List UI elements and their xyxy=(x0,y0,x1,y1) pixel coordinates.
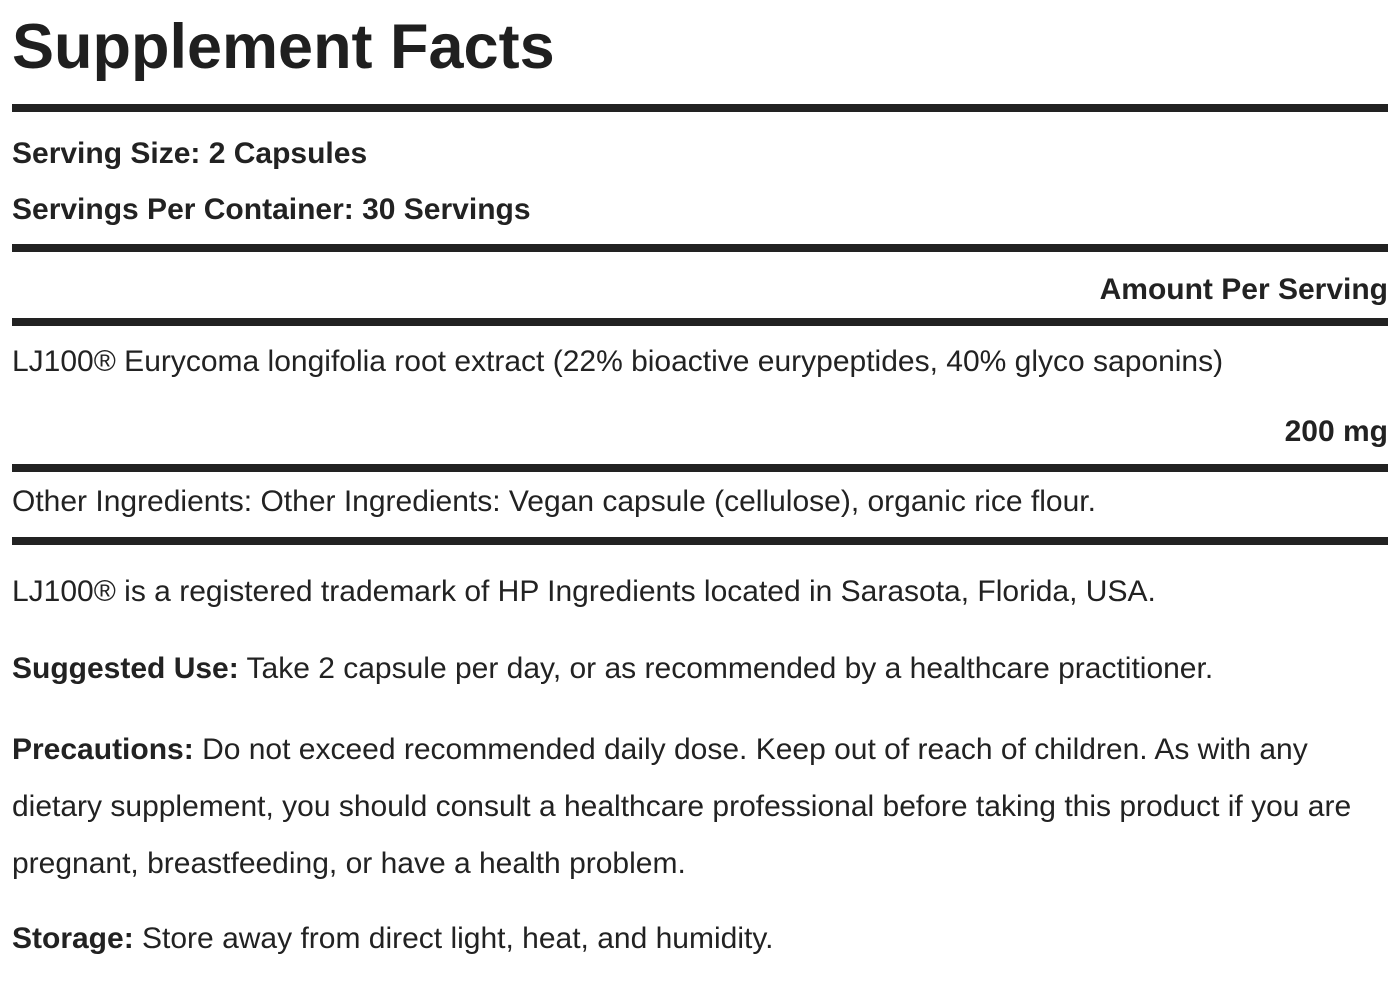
divider-below-amount-header xyxy=(12,318,1388,326)
trademark-note: LJ100® is a registered trademark of HP I… xyxy=(12,575,1156,608)
ingredient-row: LJ100® Eurycoma longifolia root extract … xyxy=(12,334,1388,460)
suggested-use-paragraph: Suggested Use: Take 2 capsule per day, o… xyxy=(12,640,1388,697)
divider-thick-top xyxy=(12,104,1388,112)
serving-info-block: Serving Size: 2 Capsules Servings Per Co… xyxy=(12,126,1388,238)
servings-per-container-line: Servings Per Container: 30 Servings xyxy=(12,193,531,226)
storage-label: Storage: xyxy=(12,922,134,955)
supplement-facts-panel: Supplement Facts Serving Size: 2 Capsule… xyxy=(12,12,1388,967)
suggested-use-label: Suggested Use: xyxy=(12,652,239,685)
divider-below-servings xyxy=(12,244,1388,252)
serving-size-line: Serving Size: 2 Capsules xyxy=(12,137,368,170)
amount-per-serving-header: Amount Per Serving xyxy=(1099,273,1388,306)
storage-text: Store away from direct light, heat, and … xyxy=(142,922,774,955)
suggested-use-text: Take 2 capsule per day, or as recommende… xyxy=(246,652,1214,685)
precautions-paragraph: Precautions: Do not exceed recommended d… xyxy=(12,721,1388,892)
precautions-text: Do not exceed recommended daily dose. Ke… xyxy=(12,733,1352,880)
ingredient-name: LJ100® Eurycoma longifolia root extract … xyxy=(12,345,1224,378)
storage-paragraph: Storage: Store away from direct light, h… xyxy=(12,910,1388,967)
precautions-label: Precautions: xyxy=(12,733,194,766)
ingredient-amount: 200 mg xyxy=(1284,415,1388,448)
other-ingredients-line: Other Ingredients: Other Ingredients: Ve… xyxy=(12,485,1096,518)
divider-below-ingredient xyxy=(12,464,1388,472)
divider-thick-bottom xyxy=(12,537,1388,545)
page-title: Supplement Facts xyxy=(12,12,555,82)
